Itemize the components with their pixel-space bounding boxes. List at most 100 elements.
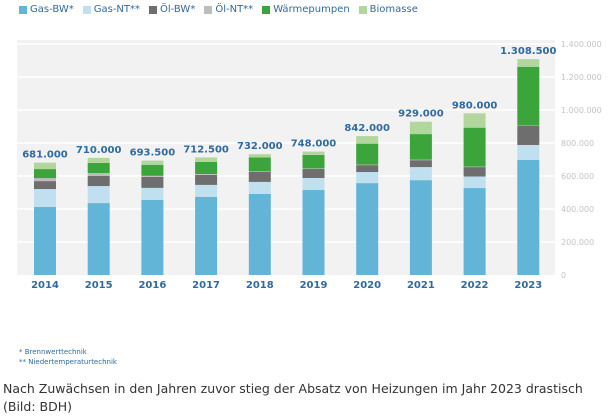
y-tick-label: 1.400.000 (561, 40, 602, 49)
x-tick-label: 2022 (461, 280, 489, 291)
bar-segment (356, 136, 379, 144)
legend-swatch (358, 5, 367, 14)
x-tick-label: 2019 (300, 280, 328, 291)
bar-segment (356, 183, 379, 275)
bar-segment (87, 186, 110, 204)
bar-segment (34, 207, 56, 275)
stacked-bar-chart: 0 200.000 400.000 600.000 800.000 1.000.000 1.… (17, 40, 602, 291)
bar-segment (409, 180, 432, 275)
bar-segment (302, 168, 325, 178)
bar-total-label: 980.000 (452, 100, 498, 111)
y-tick-label: 800.000 (561, 139, 594, 148)
bar-segment (356, 143, 379, 165)
legend-item: Öl-BW* (149, 4, 195, 15)
legend-swatch (149, 5, 158, 14)
legend-item: Öl-NT** (204, 4, 253, 15)
bar-segment (517, 59, 540, 67)
bar-segment (195, 161, 218, 175)
bar-segment (356, 172, 379, 184)
x-tick-label: 2016 (138, 280, 166, 291)
bar-segment (409, 134, 432, 160)
legend-swatch (19, 5, 27, 14)
bar-segment (34, 178, 56, 182)
y-tick-label: 1.200.000 (561, 73, 602, 82)
y-tick-label: 1.000.000 (561, 106, 602, 115)
bar-segment (141, 176, 164, 188)
bar-segment (141, 175, 164, 177)
bar-segment (248, 171, 271, 182)
bar-segment (34, 169, 56, 179)
bar-segment (463, 176, 486, 189)
bar-segment (517, 159, 540, 275)
bar-total-label: 842.000 (344, 123, 390, 134)
legend-item: Gas-NT** (82, 4, 141, 15)
legend-item: Biomasse (358, 4, 418, 15)
bar-segment (302, 177, 325, 191)
x-tick-label: 2017 (192, 280, 220, 291)
bar-segment (34, 189, 56, 208)
bar-segment (517, 144, 540, 160)
x-tick-label: 2018 (246, 280, 274, 291)
bar-total-label: 929.000 (398, 109, 444, 120)
bar-segment (195, 184, 218, 197)
legend-item: Gas-BW* (19, 4, 74, 15)
bar-total-label: 1.308.500 (500, 46, 556, 57)
legend-swatch (204, 5, 213, 14)
bar-total-label: 710.000 (76, 145, 122, 156)
x-tick-label: 2015 (85, 280, 113, 291)
legend-label: Gas-BW* (30, 4, 74, 15)
legend-swatch (82, 5, 91, 14)
x-tick-label: 2020 (353, 280, 381, 291)
bar-segment (195, 174, 218, 175)
x-tick-label: 2023 (514, 280, 542, 291)
bar-segment (517, 66, 540, 126)
bar-segment (463, 188, 486, 275)
x-tick-label: 2014 (31, 280, 59, 291)
y-tick-label: 400.000 (561, 205, 594, 214)
bar-segment (34, 181, 56, 190)
bar-segment (87, 173, 110, 176)
bar-segment (195, 157, 218, 162)
bar-segment (248, 157, 271, 172)
bar-segment (409, 121, 432, 135)
bar-segment (34, 162, 56, 170)
bar-segment (248, 193, 271, 275)
y-tick-label: 0 (561, 271, 566, 280)
bar-segment (87, 176, 110, 187)
image-caption: Nach Zuwächsen in den Jahren zuvor stieg… (3, 381, 583, 414)
bar-total-label: 732.000 (237, 141, 283, 152)
legend-swatch (262, 5, 271, 14)
bar-segment (302, 151, 325, 155)
bar-segment (141, 187, 164, 200)
bar-segment (463, 113, 486, 128)
y-tick-label: 200.000 (561, 238, 594, 247)
legend-item: Wärmepumpen (262, 4, 350, 15)
bar-total-label: 712.500 (183, 144, 229, 155)
bar-segment (87, 203, 110, 275)
y-tick-label: 600.000 (561, 172, 594, 181)
bar-segment (141, 199, 164, 275)
chart-legend: Gas-BW* Gas-NT** Öl-BW* Öl-NT** Wärmepumpen B… (19, 4, 418, 15)
bar-segment (141, 164, 164, 176)
bar-segment (87, 162, 110, 174)
bar-total-label: 693.500 (130, 148, 176, 159)
bar-segment (302, 154, 325, 169)
bar-segment (248, 181, 271, 194)
footnote-brennwert: * Brennwerttechnik (19, 348, 87, 356)
bar-segment (463, 167, 486, 177)
bar-segment (141, 160, 164, 165)
bar-segment (248, 154, 271, 158)
bar-segment (195, 174, 218, 185)
legend-label: Wärmepumpen (273, 4, 350, 15)
bar-total-label: 748.000 (291, 139, 337, 150)
legend-label: Biomasse (369, 4, 418, 15)
bar-segment (302, 190, 325, 275)
bar-segment (409, 167, 432, 181)
x-tick-label: 2021 (407, 280, 435, 291)
legend-label: Gas-NT** (93, 4, 141, 15)
bar-segment (463, 127, 486, 167)
legend-label: Öl-BW* (160, 4, 196, 15)
bar-segment (356, 165, 379, 173)
bar-segment (195, 196, 218, 275)
footnote-niedertemperatur: ** Niedertemperaturtechnik (19, 358, 117, 366)
